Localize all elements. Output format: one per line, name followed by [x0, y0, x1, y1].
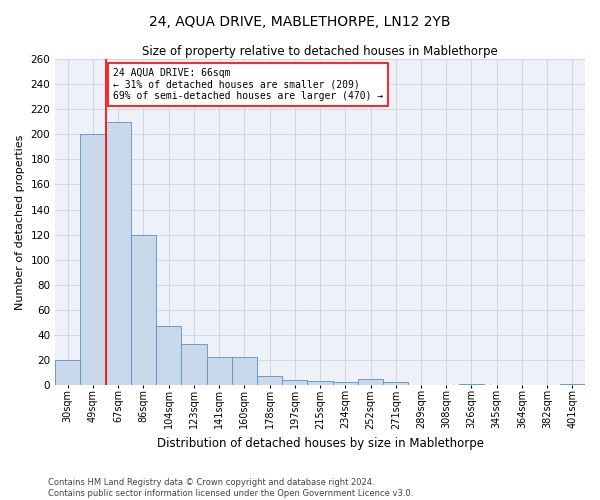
Y-axis label: Number of detached properties: Number of detached properties: [15, 134, 25, 310]
Bar: [106, 122, 131, 385]
Text: 24, AQUA DRIVE, MABLETHORPE, LN12 2YB: 24, AQUA DRIVE, MABLETHORPE, LN12 2YB: [149, 15, 451, 29]
Text: Contains HM Land Registry data © Crown copyright and database right 2024.
Contai: Contains HM Land Registry data © Crown c…: [48, 478, 413, 498]
Bar: [181, 344, 206, 385]
Bar: [55, 360, 80, 385]
Bar: [80, 134, 106, 385]
Bar: [459, 384, 484, 385]
Bar: [332, 382, 358, 385]
Bar: [560, 384, 585, 385]
Title: Size of property relative to detached houses in Mablethorpe: Size of property relative to detached ho…: [142, 45, 498, 58]
Bar: [307, 381, 332, 385]
Text: 24 AQUA DRIVE: 66sqm
← 31% of detached houses are smaller (209)
69% of semi-deta: 24 AQUA DRIVE: 66sqm ← 31% of detached h…: [113, 68, 383, 101]
Bar: [383, 382, 409, 385]
Bar: [257, 376, 282, 385]
Bar: [156, 326, 181, 385]
Bar: [131, 234, 156, 385]
Bar: [232, 358, 257, 385]
Bar: [358, 378, 383, 385]
X-axis label: Distribution of detached houses by size in Mablethorpe: Distribution of detached houses by size …: [157, 437, 484, 450]
Bar: [206, 358, 232, 385]
Bar: [282, 380, 307, 385]
